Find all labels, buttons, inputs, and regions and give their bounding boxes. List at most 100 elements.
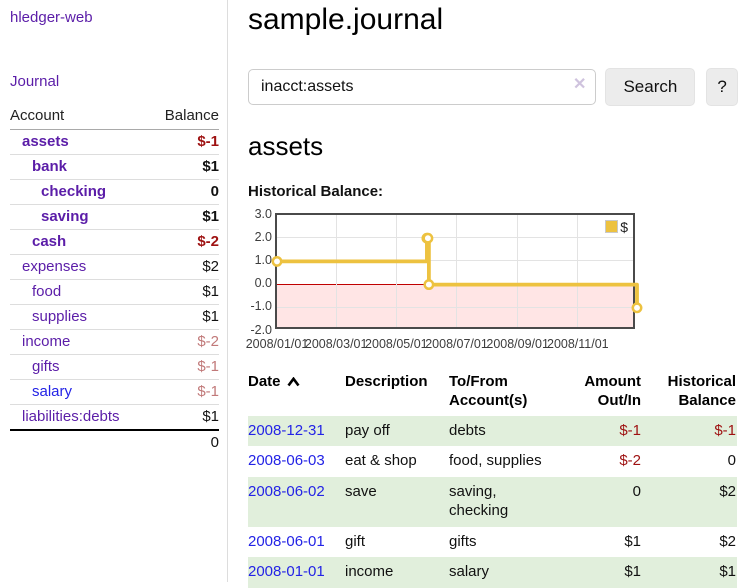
x-axis-tick-label: 2008/03/01 — [304, 336, 368, 351]
accounts-table-header: Account Balance — [10, 105, 219, 130]
account-balance: $-2 — [149, 229, 219, 255]
y-axis-tick-label: -2.0 — [250, 322, 272, 337]
account-balance: $1 — [149, 154, 219, 180]
account-link-income[interactable]: income — [22, 333, 71, 350]
account-row-assets: assets $-1 — [10, 129, 219, 155]
search-box: ✕ — [248, 68, 597, 105]
register-header-row: Date Description To/From Account(s) Amou… — [248, 370, 737, 416]
transaction-date-link[interactable]: 2008-12-31 — [248, 421, 325, 439]
transaction-accounts: saving, checking — [449, 476, 567, 527]
accounts-total-row: 0 — [10, 429, 219, 454]
transaction-date-link[interactable]: 2008-06-03 — [248, 452, 325, 469]
transaction-date-link[interactable]: 2008-01-01 — [248, 563, 325, 580]
sort-ascending-icon — [286, 376, 300, 386]
data-point-marker — [423, 278, 435, 290]
x-axis-tick-label: 2008/09/01 — [486, 336, 549, 351]
account-link-liabilities-debts[interactable]: liabilities:debts — [22, 408, 120, 425]
column-header-account: Account — [10, 105, 150, 130]
account-balance: 0 — [149, 179, 219, 205]
transaction-amount: $-2 — [619, 452, 641, 469]
transaction-description: income — [345, 557, 449, 588]
transaction-balance: $-1 — [642, 415, 737, 446]
register-row: 2008-06-01 gift gifts $1 $2 — [248, 527, 737, 558]
account-heading: assets — [248, 130, 324, 161]
app-brand-link[interactable]: hledger-web — [10, 9, 93, 26]
v-gridline — [517, 214, 519, 327]
page-title: sample.journal — [248, 3, 444, 36]
column-header-date-label: Date — [248, 372, 281, 390]
account-link-food[interactable]: food — [32, 283, 62, 300]
x-axis-tick-label: 2008/05/01 — [365, 336, 428, 351]
search-input[interactable] — [248, 68, 597, 105]
account-link-gifts[interactable]: gifts — [32, 358, 60, 375]
account-row-bank: bank $1 — [10, 154, 219, 180]
chart-plot-area: $ — [271, 212, 643, 329]
data-point-marker — [422, 232, 434, 244]
v-gridline — [456, 214, 457, 327]
register-row: 2008-12-31 pay off debts $-1 $-1 — [248, 415, 737, 446]
account-balance: $1 — [149, 404, 219, 431]
column-header-balance: Balance — [149, 105, 219, 130]
h-gridline — [277, 237, 633, 239]
sidebar-item-journal[interactable]: Journal — [10, 73, 60, 90]
clear-search-icon[interactable]: ✕ — [573, 75, 587, 93]
column-header-accounts: To/From Account(s) — [449, 372, 528, 410]
x-axis-tick-label: 2008/01/01 — [245, 336, 309, 351]
transaction-balance: 0 — [727, 452, 736, 469]
account-row-expenses: expenses $2 — [10, 254, 219, 280]
account-link-cash[interactable]: cash — [32, 233, 67, 250]
accounts-total-value: 0 — [149, 429, 219, 454]
help-button[interactable]: ? — [706, 67, 738, 106]
transaction-accounts: gifts — [449, 532, 477, 550]
transaction-amount: $1 — [624, 532, 641, 550]
main-content: sample.journal ✕ Search ? assets Histori… — [245, 0, 738, 588]
transaction-accounts: salary — [449, 557, 567, 588]
transaction-date-link[interactable]: 2008-06-02 — [248, 482, 325, 500]
transaction-amount: $1 — [567, 557, 642, 588]
transaction-description: gift — [345, 532, 366, 550]
transaction-accounts: food, supplies — [449, 452, 542, 469]
transaction-amount: 0 — [567, 476, 642, 527]
sidebar: hledger-web Journal Account Balance asse… — [0, 0, 228, 582]
register-table: Date Description To/From Account(s) Amou… — [248, 370, 737, 588]
account-row-food: food $1 — [10, 279, 219, 305]
account-link-checking[interactable]: checking — [41, 183, 107, 200]
account-link-assets[interactable]: assets — [22, 133, 69, 150]
account-row-salary: salary $-1 — [10, 379, 219, 405]
account-row-saving: saving $1 — [10, 204, 219, 230]
column-header-amount: Amount Out/In — [584, 372, 641, 410]
transaction-accounts: debts — [449, 415, 567, 446]
transaction-description: save — [345, 476, 449, 527]
transaction-balance: $2 — [642, 476, 737, 527]
y-axis-tick-label: 0.0 — [254, 276, 272, 291]
account-row-checking: checking 0 — [10, 179, 219, 205]
account-row-supplies: supplies $1 — [10, 304, 219, 330]
transaction-description: pay off — [345, 415, 449, 446]
h-gridline — [277, 306, 633, 308]
account-balance: $1 — [149, 279, 219, 305]
account-balance: $-1 — [149, 129, 219, 155]
account-row-cash: cash $-2 — [10, 229, 219, 255]
account-link-expenses[interactable]: expenses — [22, 258, 87, 275]
register-row: 2008-01-01 income salary $1 $1 — [248, 557, 737, 588]
account-balance: $-1 — [149, 379, 219, 405]
account-link-saving[interactable]: saving — [41, 208, 89, 225]
account-link-salary[interactable]: salary — [32, 383, 73, 400]
account-link-bank[interactable]: bank — [32, 158, 68, 175]
column-header-balance: Historical Balance — [667, 372, 736, 410]
y-axis-tick-label: 2.0 — [254, 229, 272, 244]
transaction-date-link[interactable]: 2008-06-01 — [248, 532, 325, 550]
chart-title: Historical Balance: — [248, 182, 384, 200]
x-axis-tick-label: 2008/07/01 — [425, 336, 488, 351]
account-link-supplies[interactable]: supplies — [32, 308, 88, 325]
account-balance: $1 — [149, 304, 219, 330]
y-axis-tick-label: 3.0 — [254, 206, 272, 221]
chart-legend: $ — [605, 219, 628, 235]
search-button[interactable]: Search — [605, 67, 696, 106]
y-axis-tick-label: -1.0 — [250, 299, 272, 314]
column-header-description: Description — [345, 372, 428, 390]
legend-label: $ — [620, 218, 628, 235]
accounts-table: Account Balance assets $-1 bank $1 check… — [10, 105, 219, 454]
account-balance: $2 — [149, 254, 219, 280]
column-header-date[interactable]: Date — [248, 370, 345, 416]
